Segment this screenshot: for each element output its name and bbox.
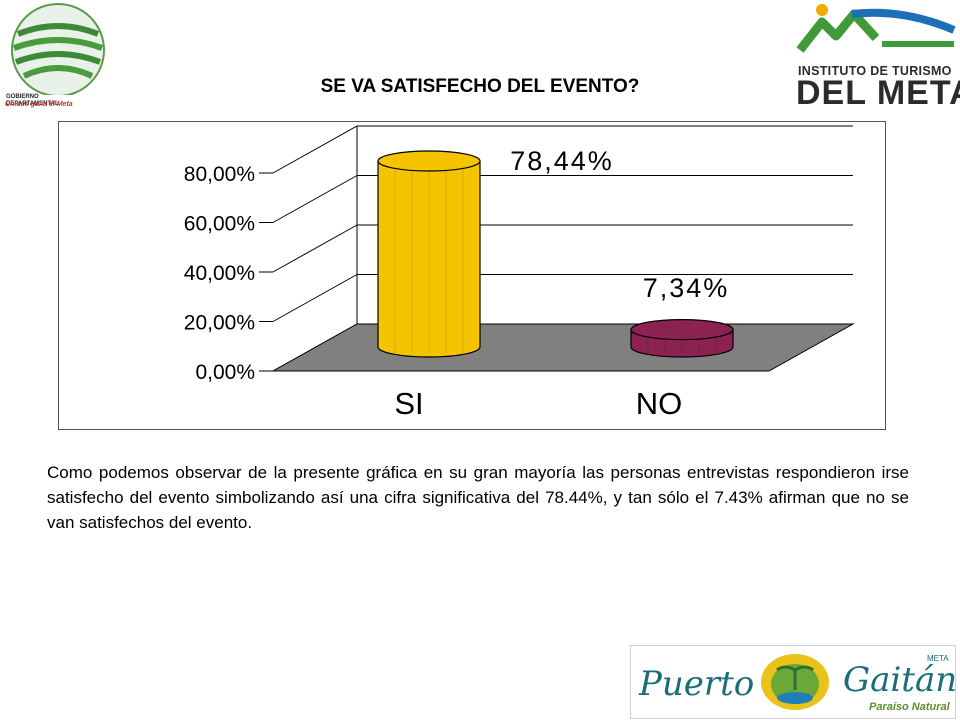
gridline: [272, 125, 853, 174]
chart-title: SE VA SATISFECHO DEL EVENTO?: [320, 76, 640, 97]
x-category-label: SI: [394, 386, 423, 421]
y-tick-labels: 0,00% 20,00% 40,00% 60,00% 80,00%: [184, 163, 273, 384]
instituto-turismo-logo: INSTITUTO DE TURISMO DEL META: [792, 0, 960, 112]
mountain-wave-emblem-icon: [796, 4, 956, 53]
bar-chart: 0,00% 20,00% 40,00% 60,00% 80,00% SI NO 78,44…: [184, 125, 855, 421]
y-tick-label: 20,00%: [184, 312, 255, 335]
bar-no: [630, 318, 734, 358]
y-tick-label: 0,00%: [195, 361, 255, 384]
data-label: 78,44%: [510, 146, 614, 176]
data-label: 7,34%: [643, 273, 730, 303]
gobernacion-logo: GOBIERNO DEPARTAMENTAL Unidos gana el Me…: [0, 0, 118, 112]
footer-meta: META: [927, 654, 949, 663]
green-swirl-emblem-icon: [11, 3, 105, 97]
gridline: [272, 224, 853, 273]
footer-word-puerto: Puerto: [639, 664, 755, 704]
x-category-labels: SI NO: [394, 386, 682, 421]
gov-text: GOBIERNO DEPARTAMENTAL: [6, 94, 59, 107]
instituto-line1: INSTITUTO DE TURISMO: [798, 64, 952, 78]
footer-tagline: Paraíso Natural: [869, 701, 950, 713]
gridline: [272, 175, 853, 223]
y-tick-label: 60,00%: [184, 213, 255, 236]
footer-word-gaitan: Gaitán: [843, 660, 958, 700]
instituto-line2: DEL META: [796, 74, 960, 112]
x-category-label: NO: [636, 386, 683, 421]
y-tick-label: 40,00%: [184, 262, 255, 285]
bar-si: [377, 150, 481, 358]
gridline: [272, 274, 853, 322]
y-tick-label: 80,00%: [184, 163, 255, 186]
puerto-gaitan-logo: Puerto Gaitán META Paraíso Natural: [630, 645, 958, 719]
sun-palm-emblem-icon: [761, 654, 829, 710]
chart-description: Como podemos observar de la presente grá…: [47, 463, 909, 532]
gov-slogan: Unidos gana el Meta: [5, 101, 73, 108]
bars: [377, 150, 734, 358]
chart-floor: [271, 323, 855, 372]
chart-frame: 0,00% 20,00% 40,00% 60,00% 80,00% SI NO 78,44…: [58, 121, 886, 430]
data-labels: 78,44% 7,34%: [510, 146, 730, 303]
